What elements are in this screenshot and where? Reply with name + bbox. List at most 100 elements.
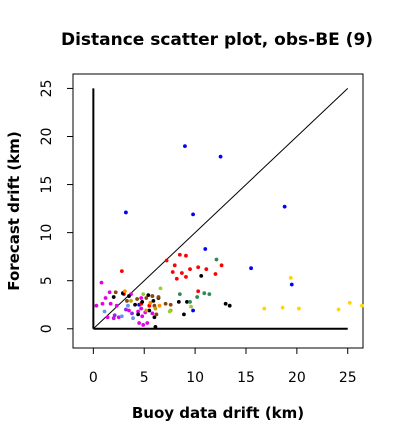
scatter-point xyxy=(136,312,141,317)
scatter-point xyxy=(168,302,173,307)
scatter-point xyxy=(172,263,177,268)
scatter-point xyxy=(158,286,163,291)
scatter-point xyxy=(296,306,301,311)
scatter-point xyxy=(189,304,193,309)
scatter-point xyxy=(150,311,155,316)
scatter-point xyxy=(112,313,117,318)
scatter-point xyxy=(191,308,195,313)
scatter-point xyxy=(136,309,141,314)
y-tick-label: 0 xyxy=(39,324,55,333)
scatter-point xyxy=(164,258,169,263)
reference-line-diagonal xyxy=(93,88,349,330)
scatter-point xyxy=(184,274,188,279)
scatter-point xyxy=(174,276,179,281)
scatter-point xyxy=(176,299,181,304)
scatter-point xyxy=(119,314,124,319)
scatter-point xyxy=(150,294,155,298)
scatter-point xyxy=(207,292,212,297)
reference-lines xyxy=(92,88,349,330)
scatter-point xyxy=(203,247,208,251)
scatter-point xyxy=(280,305,285,310)
scatter-point xyxy=(219,263,224,268)
scatter-point xyxy=(139,306,144,311)
scatter-point xyxy=(147,308,152,313)
scatter-point xyxy=(127,308,131,313)
scatter-point xyxy=(184,253,188,258)
scatter-point xyxy=(107,290,112,295)
scatter-point xyxy=(170,270,175,274)
scatter-point xyxy=(347,300,352,305)
data-points xyxy=(94,144,364,329)
scatter-point xyxy=(139,296,144,300)
scatter-point xyxy=(113,290,118,295)
scatter-point xyxy=(94,303,99,308)
scatter-point xyxy=(111,316,116,321)
scatter-point xyxy=(196,289,201,294)
scatter-point xyxy=(188,299,192,304)
scatter-point xyxy=(157,303,162,308)
scatter-point xyxy=(111,295,116,299)
scatter-point xyxy=(108,301,113,306)
scatter-point xyxy=(116,315,121,320)
y-axis-ticks: 0 5 10 15 20 25 xyxy=(39,80,73,333)
scatter-point xyxy=(144,296,149,300)
scatter-point xyxy=(114,303,119,308)
scatter-point xyxy=(196,265,201,270)
scatter-point xyxy=(124,307,128,312)
scatter-point xyxy=(148,300,153,305)
scatter-point xyxy=(146,293,151,298)
scatter-point xyxy=(179,271,184,275)
scatter-point xyxy=(156,295,161,299)
scatter-point xyxy=(105,315,110,320)
scatter-point xyxy=(153,306,158,311)
scatter-point xyxy=(202,291,207,296)
scatter-point xyxy=(191,212,195,217)
scatter-point xyxy=(144,308,149,313)
chart-title: Distance scatter plot, obs-BE (9) xyxy=(61,30,373,50)
x-tick-label: 0 xyxy=(89,370,98,386)
scatter-point xyxy=(133,302,137,307)
scatter-point xyxy=(185,299,189,304)
scatter-point xyxy=(125,298,129,303)
scatter-point xyxy=(140,314,145,319)
scatter-point xyxy=(151,298,156,303)
x-tick-label: 10 xyxy=(186,370,204,386)
y-tick-label: 5 xyxy=(39,276,55,285)
scatter-point xyxy=(127,294,131,298)
scatter-point xyxy=(100,301,105,306)
y-tick-label: 25 xyxy=(39,80,55,98)
scatter-point xyxy=(167,309,172,314)
scatter-point xyxy=(336,307,341,312)
scatter-point xyxy=(153,324,158,329)
scatter-point xyxy=(188,267,192,272)
scatter-point xyxy=(152,303,157,308)
scatter-point xyxy=(177,252,182,257)
scatter-point xyxy=(147,303,152,308)
scatter-point xyxy=(163,301,168,306)
scatter-point xyxy=(214,257,219,262)
scatter-point xyxy=(218,154,223,159)
y-tick-label: 10 xyxy=(39,224,55,242)
scatter-point xyxy=(183,144,187,149)
y-tick-label: 20 xyxy=(39,128,55,146)
scatter-point xyxy=(124,210,128,215)
scatter-point xyxy=(182,312,186,317)
scatter-point xyxy=(227,303,232,308)
y-axis-label: Forecast drift (km) xyxy=(5,131,23,290)
scatter-point xyxy=(137,321,142,325)
scatter-point xyxy=(129,298,133,303)
scatter-point xyxy=(140,299,145,304)
scatter-point xyxy=(199,273,204,278)
x-axis-label: Buoy data drift (km) xyxy=(132,404,304,422)
scatter-point xyxy=(131,316,135,321)
scatter-point xyxy=(249,266,253,271)
scatter-point xyxy=(288,275,293,280)
scatter-point xyxy=(195,295,200,299)
scatter-point xyxy=(289,282,294,287)
scatter-point xyxy=(141,292,146,297)
scatter-point xyxy=(213,272,218,276)
scatter-point xyxy=(99,280,104,285)
scatter-point xyxy=(126,303,130,308)
scatter-point xyxy=(141,323,146,327)
